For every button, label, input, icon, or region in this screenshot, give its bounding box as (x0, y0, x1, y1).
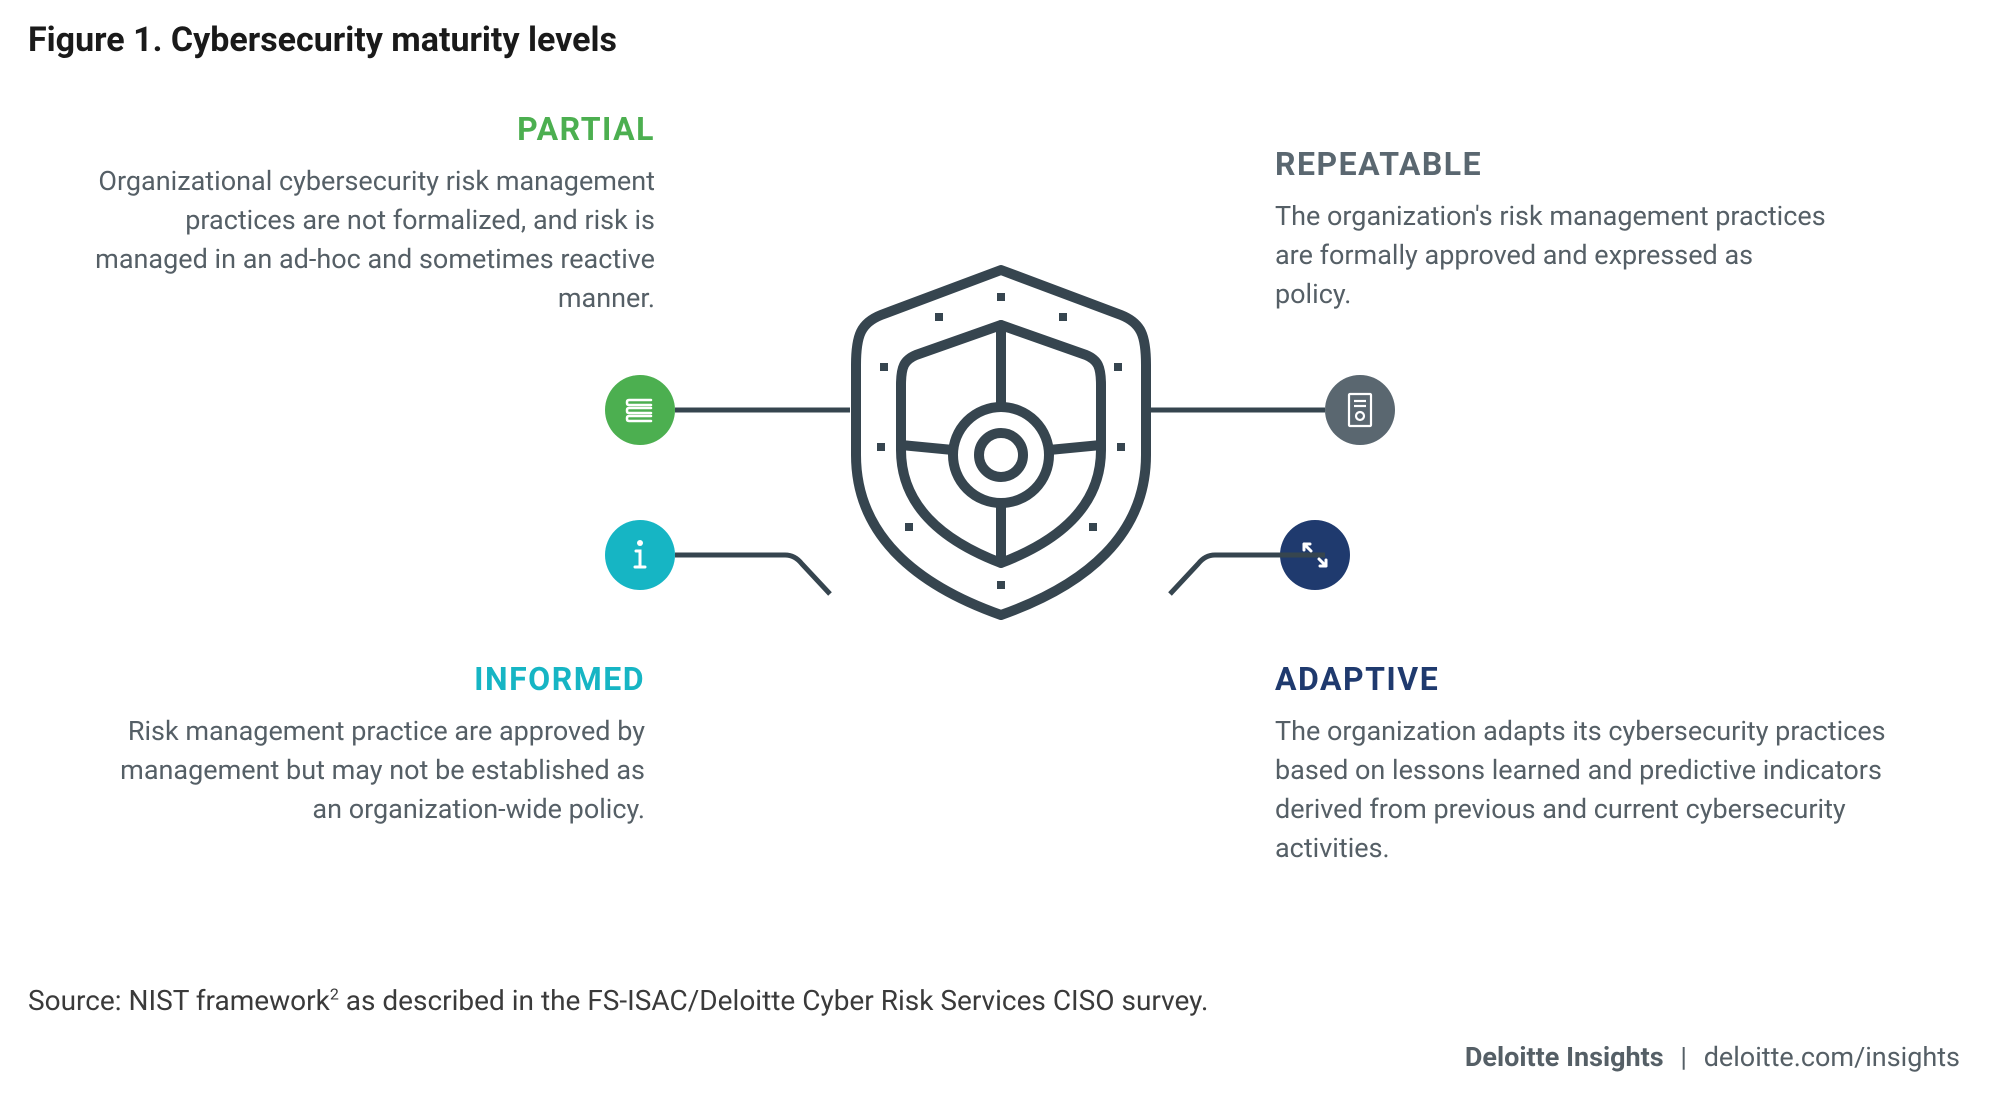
level-title: REPEATABLE (1275, 145, 1835, 183)
source-citation: Source: NIST framework2 as described in … (28, 984, 1208, 1017)
connector-line (675, 405, 850, 415)
source-suffix: as described in the FS-ISAC/Deloitte Cyb… (339, 984, 1209, 1017)
attribution-divider: | (1680, 1041, 1687, 1073)
info-icon (605, 520, 675, 590)
document-icon (1325, 375, 1395, 445)
source-prefix: Source: NIST framework (28, 984, 330, 1017)
level-title: ADAPTIVE (1275, 660, 1895, 698)
level-description: The organization adapts its cybersecurit… (1275, 712, 1895, 869)
level-adaptive: ADAPTIVE The organization adapts its cyb… (1275, 660, 1895, 869)
level-partial: PARTIAL Organizational cybersecurity ris… (95, 110, 655, 319)
shield-icon (846, 255, 1156, 625)
level-informed: INFORMED Risk management practice are ap… (85, 660, 645, 829)
level-description: The organization's risk management pract… (1275, 197, 1835, 314)
attribution: Deloitte Insights | deloitte.com/insight… (1465, 1041, 1960, 1073)
connector-line (675, 540, 855, 600)
level-description: Risk management practice are approved by… (85, 712, 645, 829)
attribution-brand: Deloitte Insights (1465, 1041, 1664, 1073)
stack-icon (605, 375, 675, 445)
attribution-url: deloitte.com/insights (1704, 1041, 1960, 1073)
connector-line (1145, 540, 1325, 600)
level-title: INFORMED (85, 660, 645, 698)
level-description: Organizational cybersecurity risk manage… (95, 162, 655, 319)
level-repeatable: REPEATABLE The organization's risk manag… (1275, 145, 1835, 314)
figure-title: Figure 1. Cybersecurity maturity levels (28, 20, 617, 60)
level-title: PARTIAL (95, 110, 655, 148)
source-sup: 2 (330, 985, 339, 1004)
connector-line (1150, 405, 1325, 415)
